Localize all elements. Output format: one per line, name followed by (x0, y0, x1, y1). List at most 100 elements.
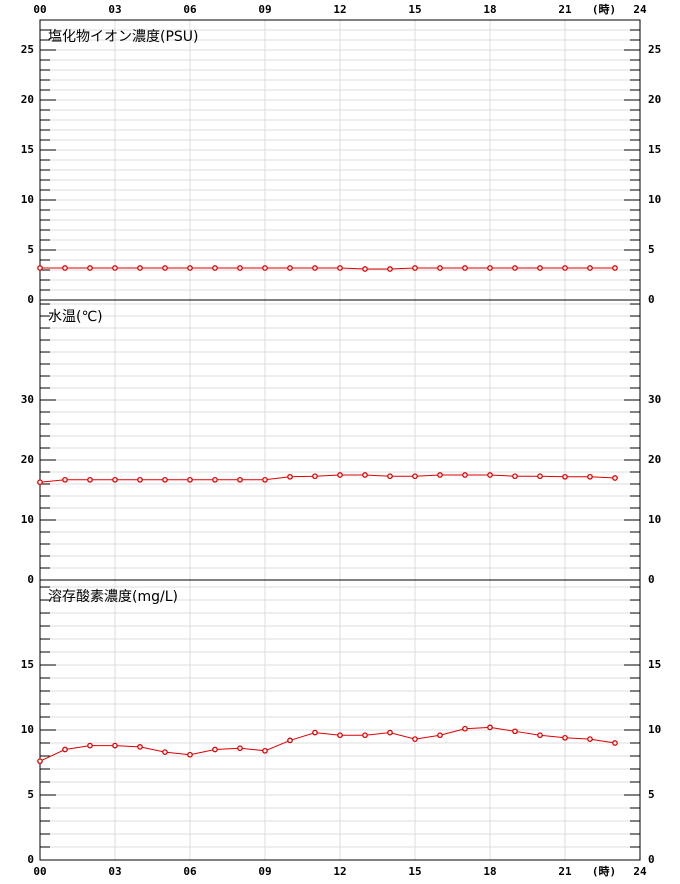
data-point (362, 732, 368, 739)
x-tick-label: 09 (258, 3, 271, 16)
data-point (137, 476, 143, 483)
x-tick-label: 00 (33, 3, 46, 16)
data-point (512, 473, 518, 480)
data-point (237, 476, 243, 483)
data-point (37, 265, 43, 271)
x-tick-label: 15 (408, 3, 421, 16)
data-point (362, 266, 368, 272)
data-point (262, 476, 268, 483)
data-point (237, 745, 243, 752)
data-point (87, 476, 93, 483)
y-tick-label: 15 (648, 143, 661, 156)
x-tick-label: 15 (408, 865, 421, 878)
x-tick-label: 03 (108, 865, 121, 878)
data-point (412, 473, 418, 480)
y-tick-label: 15 (648, 658, 661, 671)
data-point (287, 737, 293, 744)
data-point (512, 265, 518, 271)
y-tick-label: 0 (27, 573, 34, 586)
panel-frame (39, 579, 641, 861)
data-point (187, 476, 193, 483)
data-point (162, 476, 168, 483)
data-point (612, 740, 618, 746)
y-tick-label: 25 (21, 43, 34, 56)
data-point (612, 265, 618, 271)
data-point (162, 749, 168, 755)
data-point (312, 265, 318, 271)
x-unit: (時) (592, 864, 616, 878)
x-tick-label: 21 (558, 3, 572, 16)
data-point (562, 265, 568, 271)
data-line (39, 474, 616, 483)
data-point (487, 724, 493, 731)
data-point (537, 732, 543, 739)
data-point (212, 265, 218, 271)
data-point (612, 475, 618, 481)
data-point (287, 473, 293, 480)
y-tick-label: 20 (21, 93, 34, 106)
y-tick-label: 10 (21, 193, 34, 206)
data-point (587, 736, 593, 742)
data-point (587, 473, 593, 480)
data-point (412, 265, 418, 271)
y-tick-label: 0 (27, 853, 34, 866)
data-point (412, 736, 418, 742)
data-point (337, 472, 343, 478)
y-tick-label: 0 (27, 293, 34, 306)
data-point (162, 265, 168, 271)
data-point (112, 265, 118, 271)
y-tick-label: 5 (648, 243, 655, 256)
x-tick-label: 12 (333, 865, 346, 878)
x-tick-label: 00 (33, 865, 46, 878)
data-point (187, 751, 193, 758)
data-point (587, 265, 593, 271)
x-tick-label: 18 (483, 865, 496, 878)
x-tick-label: 18 (483, 3, 496, 16)
y-tick-label: 5 (27, 788, 34, 801)
data-point (37, 479, 43, 486)
data-point (62, 265, 68, 271)
data-point (487, 472, 493, 478)
y-tick-label: 15 (21, 658, 34, 671)
y-tick-label: 10 (21, 513, 34, 526)
data-point (387, 266, 393, 272)
data-point (337, 732, 343, 739)
data-point (462, 265, 468, 271)
x-tick-label: 24 (633, 865, 647, 878)
data-point (437, 265, 443, 271)
data-point (237, 265, 243, 271)
y-tick-label: 10 (648, 193, 661, 206)
data-point (62, 476, 68, 483)
data-point (362, 472, 368, 478)
data-point (212, 746, 218, 753)
data-point (62, 746, 68, 753)
data-point (437, 732, 443, 739)
data-point (562, 734, 568, 741)
data-point (137, 744, 143, 750)
y-tick-label: 0 (648, 573, 655, 586)
data-point (387, 729, 393, 736)
data-point (137, 265, 143, 271)
data-point (537, 473, 543, 480)
data-point (112, 742, 118, 749)
data-point (537, 265, 543, 271)
data-point (387, 473, 393, 480)
data-point (87, 742, 93, 749)
data-point (262, 265, 268, 271)
data-point (187, 265, 193, 271)
data-point (287, 265, 293, 271)
y-tick-label: 10 (21, 723, 34, 736)
x-tick-label: 06 (183, 865, 197, 878)
x-tick-label: 24 (633, 3, 647, 16)
x-tick-label: 06 (183, 3, 197, 16)
data-line (39, 726, 616, 762)
data-point (112, 476, 118, 483)
data-point (487, 265, 493, 271)
y-tick-label: 25 (648, 43, 661, 56)
data-point (512, 728, 518, 735)
y-tick-label: 30 (21, 393, 34, 406)
data-point (337, 265, 343, 271)
data-line (40, 267, 615, 270)
data-point (312, 473, 318, 480)
